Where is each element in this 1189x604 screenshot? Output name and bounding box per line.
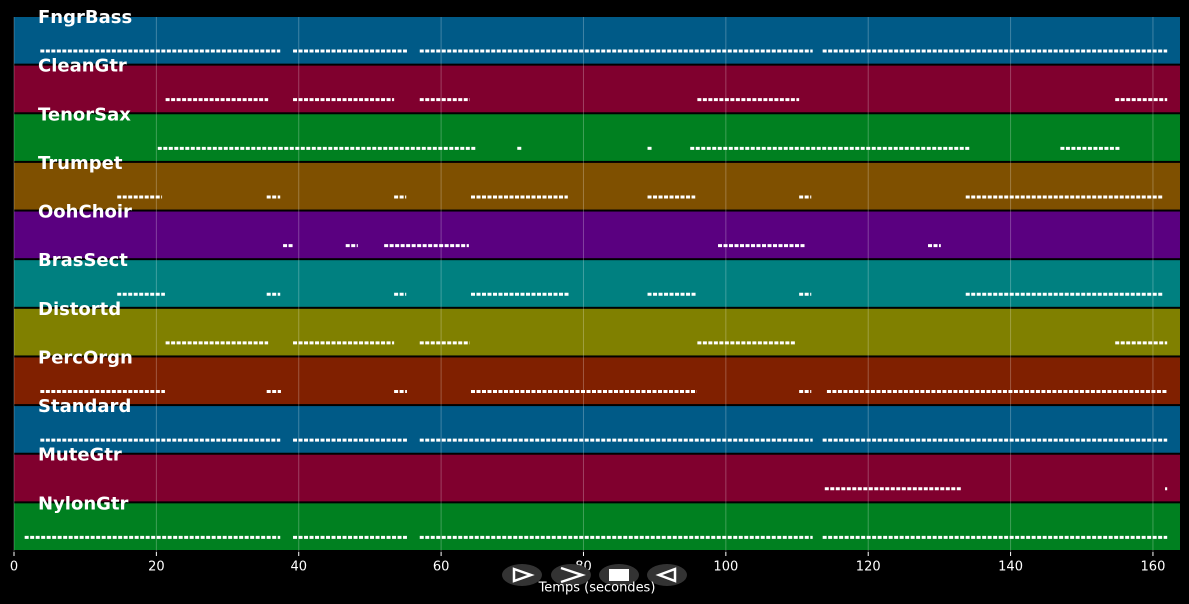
track-row [14, 454, 1180, 502]
track-row [14, 406, 1180, 453]
back-button[interactable] [647, 564, 687, 586]
track-row [14, 308, 1180, 356]
track-name: Standard [38, 396, 131, 417]
track-name: NylonGtr [38, 493, 129, 514]
notes [24, 49, 1168, 539]
track-row [14, 17, 1180, 64]
track-name: FngrBass [38, 7, 132, 28]
track-name: OohChoir [38, 202, 132, 223]
track-name: CleanGtr [38, 56, 127, 77]
track-name: Trumpet [38, 153, 123, 174]
x-tick-label: 160 [1141, 560, 1166, 575]
play-button[interactable] [502, 564, 542, 586]
x-tick-label: 20 [148, 560, 165, 575]
track-name: PercOrgn [38, 347, 133, 368]
track-row [14, 357, 1180, 405]
x-tick-label: 140 [998, 560, 1023, 575]
x-tick-label: 0 [10, 560, 18, 575]
track-name: Distortd [38, 299, 121, 320]
x-tick-label: 40 [290, 560, 307, 575]
x-tick-label: 100 [713, 560, 738, 575]
labels: FngrBass CleanGtr TenorSax Trumpet OohChoir B… [38, 7, 133, 514]
track-row [14, 260, 1180, 307]
track-row [14, 65, 1180, 113]
track-row [14, 162, 1180, 210]
track-row [14, 503, 1180, 550]
rows [14, 17, 1180, 550]
controls [502, 564, 687, 586]
x-tick-label: 120 [856, 560, 881, 575]
track-name: TenorSax [38, 104, 131, 125]
track-name: BrasSect [38, 250, 128, 271]
grid [13, 17, 1154, 552]
track-row [14, 211, 1180, 259]
track-name: MuteGtr [38, 445, 122, 466]
x-tick-label: 60 [433, 560, 450, 575]
stop-button[interactable] [599, 564, 639, 586]
x-axis: 020406080100120140160 [10, 552, 1166, 575]
x-axis-label: Temps (secondes) [538, 581, 656, 596]
track-row [14, 114, 1180, 161]
forward-button[interactable] [551, 564, 591, 586]
